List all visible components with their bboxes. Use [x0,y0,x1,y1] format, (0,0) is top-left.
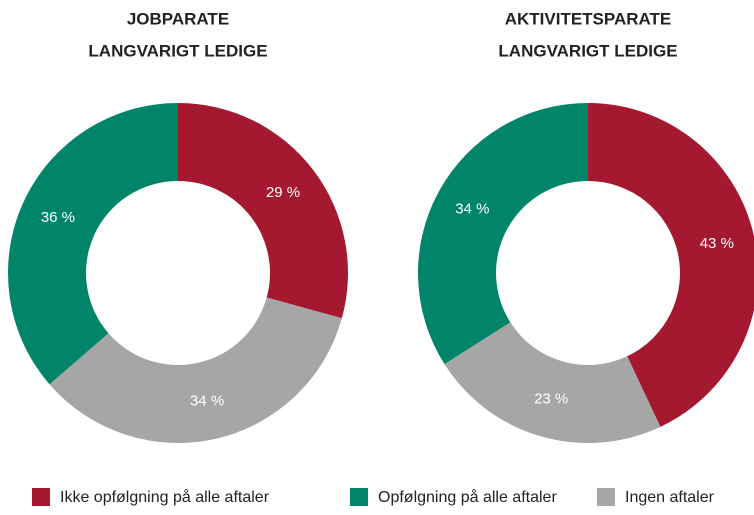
data-label: 23 % [534,391,568,408]
legend: Ikke opfølgning på alle aftaler Opfølgni… [32,488,715,506]
donut-segment [418,103,588,365]
chart-title: LANGVARIGT LEDIGE [88,41,267,60]
donut-segment [7,103,178,385]
data-label: 34 % [190,393,224,410]
legend-label: Ingen aftaler [625,489,715,506]
legend-label: Ikke opfølgning på alle aftaler [60,488,270,506]
legend-swatch [32,488,50,506]
data-label: 34 % [455,200,489,217]
donut-segment [588,103,754,427]
donut-segment [49,297,342,444]
donut-segment [444,322,661,443]
legend-swatch [350,488,368,506]
legend-label: Opfølgning på alle aftaler [378,488,557,506]
chart-title: AKTIVITETSPARATE [505,9,672,28]
chart-title: LANGVARIGT LEDIGE [498,41,677,60]
data-label: 43 % [700,235,734,252]
legend-swatch [597,488,615,506]
data-label: 36 % [41,209,75,226]
data-label: 29 % [266,184,300,201]
donut-segment [178,103,349,319]
chart-title: JOBPARATE [127,9,229,28]
